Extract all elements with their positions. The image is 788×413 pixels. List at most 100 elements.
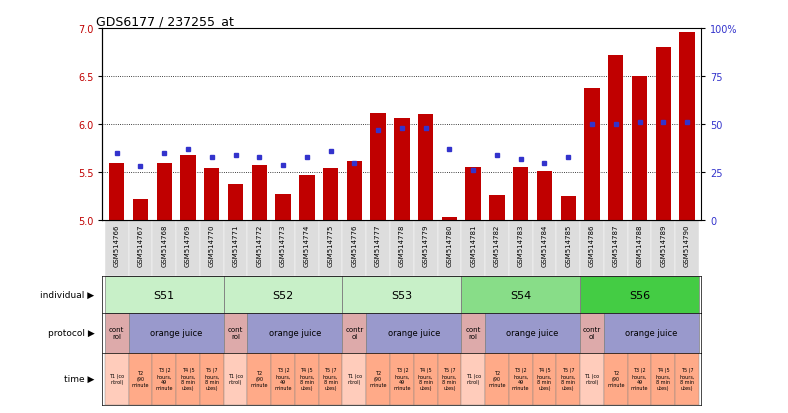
Bar	[604, 221, 628, 277]
Text: T3 (2
hours,
49
minute: T3 (2 hours, 49 minute	[155, 368, 173, 390]
Text: T2
(90
minute: T2 (90 minute	[132, 370, 149, 387]
Bar	[318, 353, 343, 405]
Bar	[509, 221, 533, 277]
Bar	[461, 277, 580, 313]
Bar	[608, 56, 623, 221]
Bar	[299, 176, 314, 221]
Text: GSM514766: GSM514766	[113, 223, 120, 266]
Text: T3 (2
hours,
49
minute: T3 (2 hours, 49 minute	[630, 368, 649, 390]
Bar	[656, 48, 671, 221]
Bar	[414, 353, 437, 405]
Text: T1 (co
ntrol): T1 (co ntrol)	[228, 373, 243, 384]
Bar	[152, 221, 176, 277]
Text: T5 (7
hours,
8 min
utes): T5 (7 hours, 8 min utes)	[679, 368, 695, 390]
Text: GSM514790: GSM514790	[684, 223, 690, 266]
Text: cont
rol: cont rol	[228, 326, 243, 339]
Text: GSM514780: GSM514780	[447, 223, 452, 266]
Text: cont
rol: cont rol	[109, 326, 125, 339]
Text: orange juice: orange juice	[388, 328, 440, 337]
Bar	[271, 353, 295, 405]
Text: orange juice: orange juice	[507, 328, 559, 337]
Bar	[418, 114, 433, 221]
Text: T5 (7
hours,
8 min
utes): T5 (7 hours, 8 min utes)	[204, 368, 219, 390]
Bar	[584, 88, 600, 221]
Text: T3 (2
hours,
49
minute: T3 (2 hours, 49 minute	[274, 368, 292, 390]
Text: protocol ▶: protocol ▶	[48, 328, 95, 337]
Bar	[176, 221, 200, 277]
Bar	[228, 184, 243, 221]
Bar	[132, 200, 148, 221]
Bar	[128, 353, 152, 405]
Text: GSM514770: GSM514770	[209, 223, 215, 266]
Text: GDS6177 / 237255_at: GDS6177 / 237255_at	[96, 15, 234, 28]
Bar	[251, 165, 267, 221]
Text: GSM514774: GSM514774	[304, 223, 310, 266]
Text: GSM514782: GSM514782	[494, 223, 500, 266]
Bar	[390, 221, 414, 277]
Bar	[370, 113, 386, 221]
Bar	[560, 197, 576, 221]
Text: orange juice: orange juice	[625, 328, 678, 337]
Text: cont
rol: cont rol	[466, 326, 481, 339]
Text: T4 (5
hours,
8 min
utes): T4 (5 hours, 8 min utes)	[180, 368, 195, 390]
Bar	[105, 313, 128, 353]
Text: contr
ol: contr ol	[583, 326, 601, 339]
Bar	[580, 353, 604, 405]
Text: GSM514781: GSM514781	[470, 223, 476, 266]
Bar	[652, 353, 675, 405]
Text: GSM514788: GSM514788	[637, 223, 642, 266]
Text: T2
(90
minute: T2 (90 minute	[251, 370, 268, 387]
Text: GSM514783: GSM514783	[518, 223, 524, 266]
Bar	[628, 353, 652, 405]
Bar	[176, 353, 200, 405]
Text: T1 (co
ntrol): T1 (co ntrol)	[466, 373, 481, 384]
Text: T4 (5
hours,
8 min
utes): T4 (5 hours, 8 min utes)	[537, 368, 552, 390]
Bar	[271, 221, 295, 277]
Bar	[394, 119, 410, 221]
Bar	[537, 172, 552, 221]
Bar	[224, 353, 247, 405]
Bar	[632, 77, 647, 221]
Bar	[105, 353, 128, 405]
Text: GSM514775: GSM514775	[328, 223, 333, 266]
Bar	[461, 221, 485, 277]
Bar	[442, 217, 457, 221]
Text: S56: S56	[629, 290, 650, 300]
Text: orange juice: orange juice	[150, 328, 203, 337]
Bar	[533, 221, 556, 277]
Bar	[247, 313, 343, 353]
Bar	[128, 221, 152, 277]
Bar	[200, 353, 224, 405]
Text: GSM514787: GSM514787	[613, 223, 619, 266]
Bar	[604, 353, 628, 405]
Bar	[366, 353, 390, 405]
Text: GSM514768: GSM514768	[162, 223, 167, 266]
Text: T1 (co
ntrol): T1 (co ntrol)	[109, 373, 125, 384]
Bar	[461, 313, 485, 353]
Bar	[109, 163, 125, 221]
Bar	[390, 353, 414, 405]
Bar	[343, 353, 366, 405]
Bar	[347, 161, 362, 221]
Text: GSM514778: GSM514778	[399, 223, 405, 266]
Text: T1 (co
ntrol): T1 (co ntrol)	[347, 373, 362, 384]
Bar	[152, 353, 176, 405]
Bar	[461, 353, 485, 405]
Text: T3 (2
hours,
49
minute: T3 (2 hours, 49 minute	[393, 368, 411, 390]
Bar	[204, 169, 220, 221]
Text: time ▶: time ▶	[64, 374, 95, 383]
Bar	[224, 313, 247, 353]
Text: GSM514771: GSM514771	[232, 223, 239, 266]
Bar	[675, 353, 699, 405]
Text: S52: S52	[273, 290, 294, 300]
Bar	[556, 221, 580, 277]
Text: T2
(90
minute: T2 (90 minute	[607, 370, 625, 387]
Bar	[679, 33, 695, 221]
Bar	[466, 168, 481, 221]
Bar	[295, 221, 318, 277]
Bar	[437, 353, 461, 405]
Bar	[652, 221, 675, 277]
Bar	[343, 221, 366, 277]
Bar	[224, 221, 247, 277]
Bar	[366, 221, 390, 277]
